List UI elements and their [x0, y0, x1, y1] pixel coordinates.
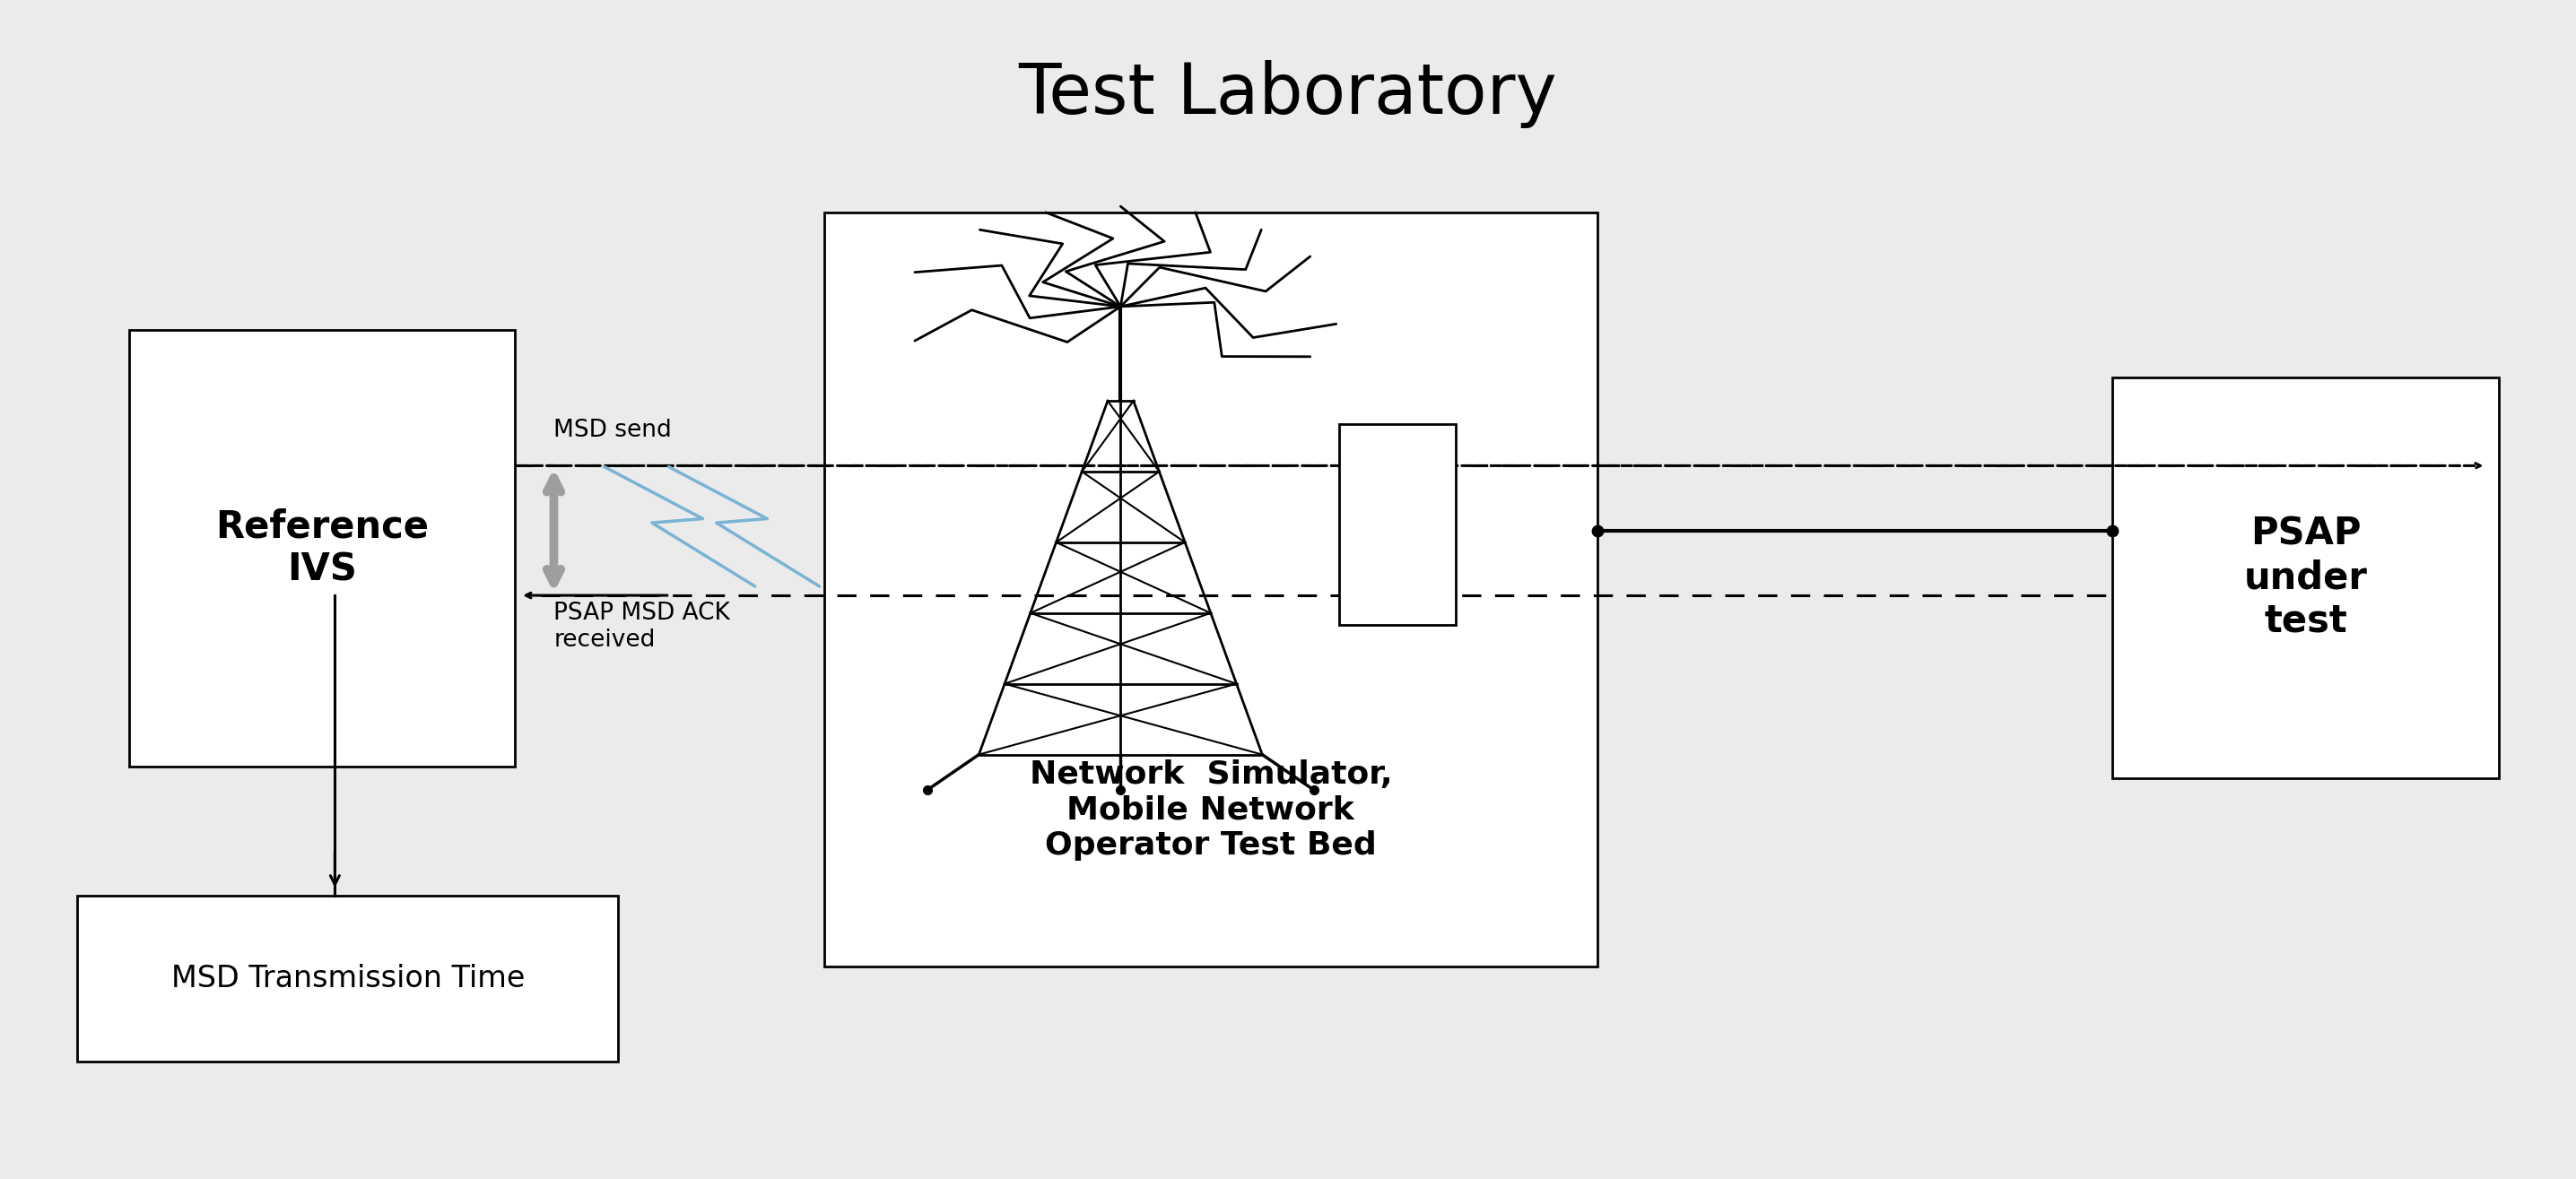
Text: MSD Transmission Time: MSD Transmission Time — [170, 963, 526, 994]
Bar — [2112, 377, 2499, 778]
Text: PSAP
under
test: PSAP under test — [2244, 515, 2367, 640]
Text: Test Laboratory: Test Laboratory — [1018, 60, 1558, 129]
Text: MSD send: MSD send — [554, 419, 672, 442]
Bar — [824, 212, 1597, 967]
Bar — [129, 330, 515, 766]
Bar — [1340, 424, 1455, 625]
Text: PSAP MSD ACK
received: PSAP MSD ACK received — [554, 601, 732, 652]
Text: Network  Simulator,
Mobile Network
Operator Test Bed: Network Simulator, Mobile Network Operat… — [1030, 759, 1391, 861]
Text: Reference
IVS: Reference IVS — [216, 508, 428, 588]
Bar — [77, 896, 618, 1061]
